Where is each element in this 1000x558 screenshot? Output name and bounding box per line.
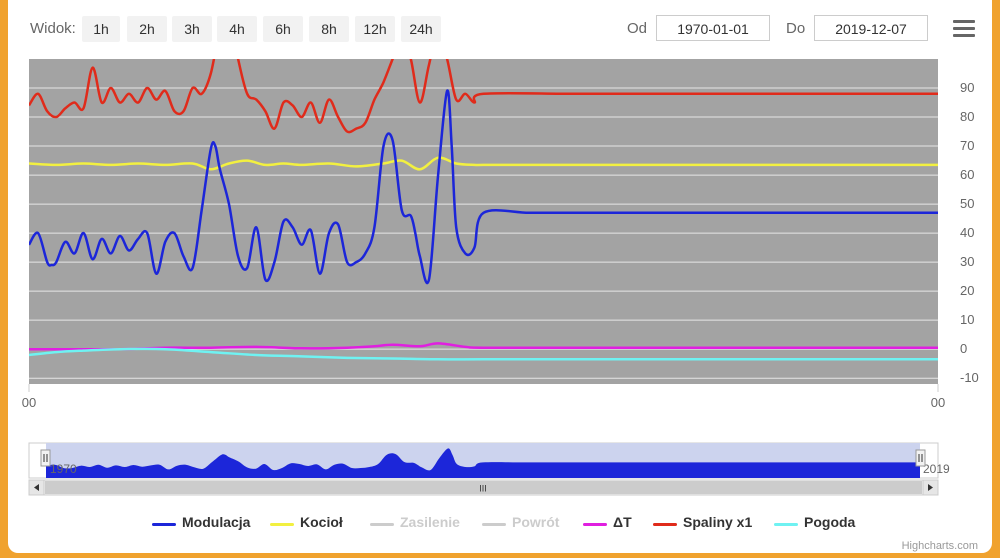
- y-tick-label: -10: [960, 370, 979, 385]
- legend-symbol: [152, 523, 176, 526]
- navigator-left-handle[interactable]: [40, 449, 51, 467]
- series-line-spaliny-x1: [29, 59, 938, 134]
- scrollbar-thumb[interactable]: [45, 481, 922, 494]
- legend-label: Kocioł: [300, 514, 343, 530]
- legend-label: Zasilenie: [400, 514, 460, 530]
- series-line-modulacja: [29, 89, 938, 284]
- y-tick-label: 70: [960, 138, 974, 153]
- range-button-8h[interactable]: 8h: [309, 16, 349, 42]
- legend-label: Pogoda: [804, 514, 856, 530]
- plot-area: [29, 59, 938, 384]
- legend-label: Spaliny x1: [683, 514, 753, 530]
- navigator-series: [46, 448, 920, 478]
- y-tick-label: 50: [960, 196, 974, 211]
- range-button-4h[interactable]: 4h: [217, 16, 257, 42]
- from-date-input[interactable]: 1970-01-01: [656, 15, 770, 41]
- legend-symbol: [653, 523, 677, 526]
- legend-symbol: [774, 523, 798, 526]
- arrow-left-icon: [34, 484, 39, 491]
- to-label: Do: [786, 20, 806, 37]
- range-selector: Widok: 1h 2h 3h 4h 6h 8h 12h 24h Od 1970…: [8, 0, 992, 50]
- context-menu-icon[interactable]: [953, 20, 975, 38]
- x-tick-label: 00: [22, 395, 36, 410]
- range-button-24h[interactable]: 24h: [401, 16, 441, 42]
- y-tick-label: 60: [960, 167, 974, 182]
- legend-symbol: [270, 523, 294, 526]
- grid-lines: [29, 87, 938, 379]
- arrow-right-icon: [928, 484, 933, 491]
- view-label: Widok:: [30, 20, 76, 37]
- y-tick-label: 90: [960, 80, 974, 95]
- legend-symbol: [370, 523, 394, 526]
- x-tick-label: 00: [931, 395, 945, 410]
- series-line--t: [29, 342, 938, 351]
- legend-symbol: [583, 523, 607, 526]
- range-button-3h[interactable]: 3h: [172, 16, 212, 42]
- credits-link[interactable]: Highcharts.com: [901, 540, 978, 552]
- x-axis: 00 00: [22, 384, 945, 410]
- y-axis: 90 80 70 60 50 40 30 20 10 0 -10: [960, 80, 979, 385]
- scrollbar-grip-icon: III: [479, 484, 487, 494]
- y-tick-label: 10: [960, 312, 974, 327]
- chart-svg: 90 80 70 60 50 40 30 20 10 0 -10 00 00 1970 2019 II…: [22, 59, 979, 496]
- range-button-12h[interactable]: 12h: [355, 16, 395, 42]
- navigator-right-handle[interactable]: [915, 449, 926, 467]
- range-button-1h[interactable]: 1h: [82, 16, 120, 42]
- range-button-6h[interactable]: 6h: [263, 16, 303, 42]
- series-group: [29, 59, 938, 361]
- from-label: Od: [627, 20, 648, 37]
- y-tick-label: 80: [960, 109, 974, 124]
- navigator-start-label: 1970: [50, 462, 77, 476]
- series-line-pogoda: [29, 347, 938, 361]
- to-date-input[interactable]: 2019-12-07: [814, 15, 928, 41]
- y-tick-label: 40: [960, 225, 974, 240]
- chart-container: Widok: 1h 2h 3h 4h 6h 8h 12h 24h Od 1970…: [8, 0, 992, 553]
- legend-label: Modulacja: [182, 514, 251, 530]
- y-tick-label: 20: [960, 283, 974, 298]
- y-tick-label: 0: [960, 341, 967, 356]
- legend-symbol: [482, 523, 506, 526]
- navigator-end-label: 2019: [923, 462, 950, 476]
- legend-label: Powrót: [512, 514, 560, 530]
- y-tick-label: 30: [960, 254, 974, 269]
- legend-label: ΔT: [613, 514, 632, 530]
- range-button-2h[interactable]: 2h: [127, 16, 167, 42]
- series-line-kocio-: [29, 156, 938, 171]
